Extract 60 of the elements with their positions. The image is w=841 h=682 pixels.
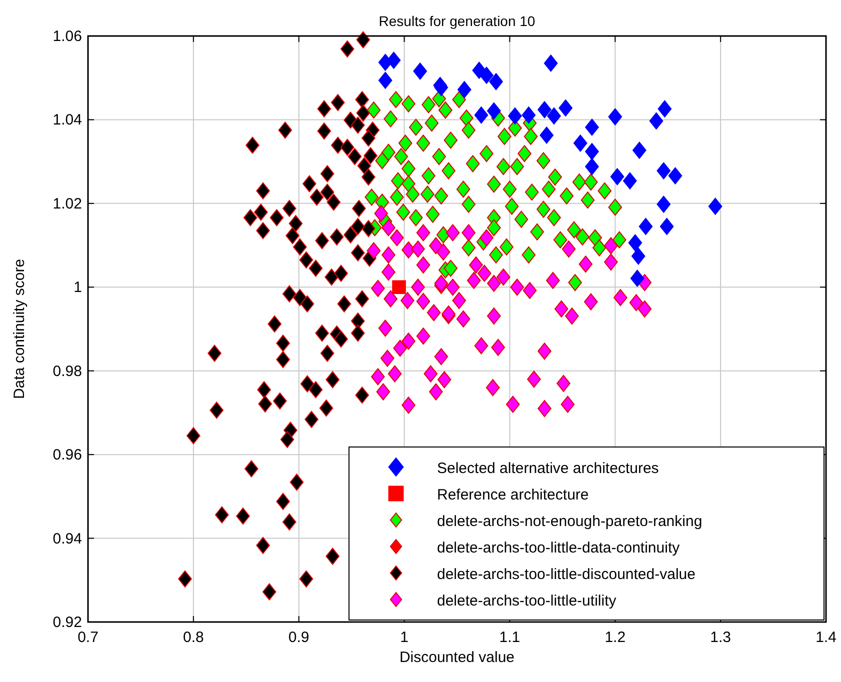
point <box>487 102 501 120</box>
y-tick-label: 1.06 <box>52 28 82 45</box>
point <box>628 234 642 252</box>
point <box>489 73 503 90</box>
point <box>658 100 672 118</box>
point <box>649 112 664 130</box>
point <box>638 218 653 235</box>
point <box>585 158 599 176</box>
point <box>480 66 494 84</box>
point <box>558 99 572 116</box>
x-tick-label: 0.7 <box>78 629 98 646</box>
y-tick-label: 0.94 <box>52 530 82 548</box>
point <box>508 107 522 124</box>
point <box>631 248 646 265</box>
x-tick-label: 0.8 <box>183 629 204 646</box>
legend-label: Selected alternative architectures <box>437 460 659 477</box>
point <box>623 172 637 190</box>
y-axis-title: Data continuity score <box>11 258 28 400</box>
point <box>630 270 644 287</box>
point <box>457 81 472 98</box>
point <box>573 134 588 152</box>
point <box>413 62 427 80</box>
point <box>656 162 671 180</box>
point <box>668 167 682 184</box>
point <box>585 118 599 136</box>
point <box>608 108 622 126</box>
point <box>538 101 552 118</box>
y-tick-label: 0.98 <box>52 362 82 380</box>
point <box>708 198 722 215</box>
legend-label: delete-archs-not-enough-pareto-ranking <box>437 513 702 530</box>
point <box>392 280 406 294</box>
y-tick-label: 0.92 <box>52 614 82 631</box>
x-tick-label: 1.2 <box>604 629 626 646</box>
x-tick-label: 1.1 <box>499 629 520 646</box>
y-tick-label: 1.04 <box>52 112 82 129</box>
x-tick-label: 1.4 <box>816 629 836 646</box>
point <box>547 107 561 124</box>
legend-label: delete-archs-too-little-utility <box>437 592 617 610</box>
point <box>656 196 671 213</box>
point <box>610 168 624 186</box>
point <box>522 106 536 124</box>
point <box>544 54 558 72</box>
x-tick-label: 1 <box>400 629 408 646</box>
point <box>632 142 646 159</box>
y-tick-label: 1.02 <box>52 195 82 212</box>
point <box>386 52 401 69</box>
point <box>585 143 599 160</box>
x-tick-label: 1.3 <box>710 629 731 646</box>
chart-title: Results for generation 10 <box>378 13 536 29</box>
x-tick-label: 0.9 <box>288 629 310 646</box>
y-tick-label: 0.96 <box>52 446 82 464</box>
legend-label: Reference architecture <box>437 486 589 504</box>
legend-label: delete-archs-too-little-discounted-value <box>437 566 696 583</box>
x-axis-title: Discounted value <box>399 649 515 666</box>
point <box>378 72 392 89</box>
point <box>660 218 674 235</box>
point <box>540 126 554 144</box>
y-tick-label: 1 <box>74 279 82 296</box>
legend-label: delete-archs-too-little-data-continuity <box>437 540 680 556</box>
point <box>474 106 488 124</box>
